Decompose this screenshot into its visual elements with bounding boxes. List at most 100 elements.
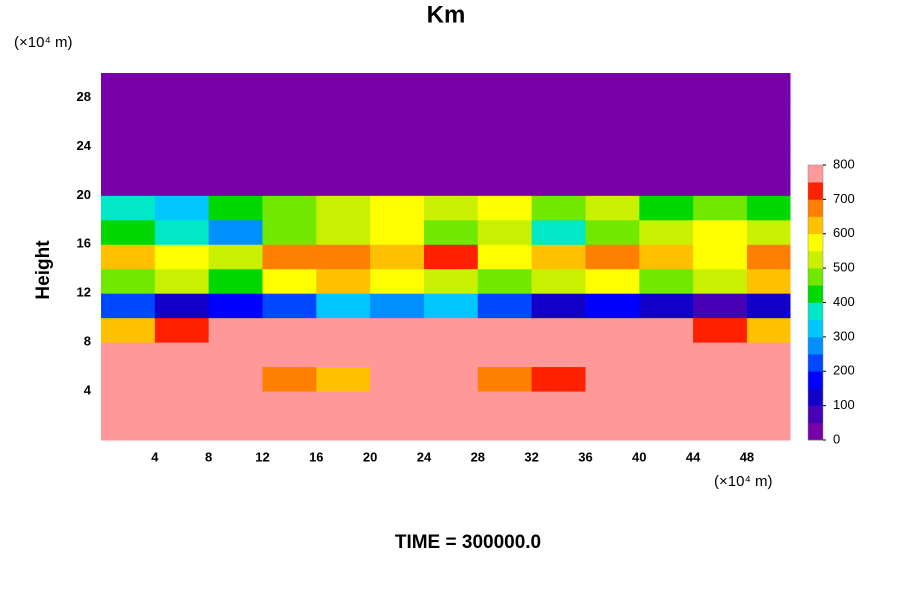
contour-cell	[746, 391, 791, 417]
contour-cell	[477, 268, 533, 294]
contour-cell	[101, 146, 156, 172]
contour-cell	[639, 219, 694, 245]
contour-cell	[693, 366, 748, 392]
x-tick-label: 44	[686, 449, 701, 464]
contour-cell	[585, 366, 640, 392]
colorbar-tick-label: 200	[833, 363, 855, 378]
contour-cell	[531, 317, 586, 343]
contour-cell	[477, 73, 533, 98]
contour-cell	[316, 391, 371, 417]
x-tick-label: 40	[632, 449, 646, 464]
contour-cell	[316, 73, 371, 98]
contour-cell	[316, 195, 371, 221]
contour-cell	[477, 342, 533, 368]
contour-cell	[154, 97, 210, 123]
contour-cell	[639, 342, 694, 368]
contour-cell	[746, 293, 791, 319]
contour-cell	[746, 366, 791, 392]
x-tick-label: 48	[740, 449, 754, 464]
contour-cell	[585, 415, 640, 441]
contour-cell	[423, 219, 479, 245]
contour-cell	[693, 342, 748, 368]
contour-cell	[370, 268, 425, 294]
contour-cell	[370, 391, 425, 417]
y-unit: (×10⁴ m)	[14, 34, 73, 51]
contour-cell	[154, 195, 210, 221]
colorbar-tick-label: 700	[833, 191, 855, 206]
contour-cell	[531, 121, 586, 147]
colorbar-band	[808, 405, 823, 424]
contour-cell	[370, 244, 425, 270]
contour-cell	[639, 268, 694, 294]
contour-cell	[423, 415, 479, 441]
contour-cell	[316, 121, 371, 147]
contour-cell	[101, 73, 156, 98]
contour-cell	[585, 219, 640, 245]
colorbar-tick-label: 0	[833, 431, 840, 446]
colorbar-band	[808, 336, 823, 355]
contour-cell	[423, 317, 479, 343]
contour-cell	[531, 391, 586, 417]
contour-cell	[531, 366, 586, 392]
contour-cell	[262, 293, 317, 319]
contour-cell	[316, 268, 371, 294]
contour-cell	[639, 97, 694, 123]
contour-cell	[746, 342, 791, 368]
contour-cell	[154, 342, 210, 368]
contour-cell	[639, 146, 694, 172]
x-tick-label: 16	[309, 449, 323, 464]
contour-cell	[639, 195, 694, 221]
contour-cell	[639, 391, 694, 417]
contour-cell	[746, 121, 791, 147]
contour-cell	[370, 415, 425, 441]
contour-cell	[208, 97, 263, 123]
contour-cell	[208, 244, 263, 270]
contour-cell	[423, 195, 479, 221]
chart-title: Km	[427, 1, 466, 28]
contour-cell	[101, 170, 156, 196]
contour-cell	[208, 73, 263, 98]
contour-cell	[101, 195, 156, 221]
contour-cell	[477, 97, 533, 123]
contour-cell	[746, 244, 791, 270]
contour-cell	[370, 219, 425, 245]
contour-cell	[316, 366, 371, 392]
colorbar-band	[808, 302, 823, 320]
contour-cell	[531, 268, 586, 294]
contour-cell	[262, 244, 317, 270]
contour-cell	[208, 391, 263, 417]
contour-cell	[639, 415, 694, 441]
contour-cell	[477, 219, 533, 245]
contour-cell	[746, 317, 791, 343]
contour-cell	[423, 121, 479, 147]
contour-cell	[423, 366, 479, 392]
contour-cell	[423, 146, 479, 172]
contour-cell	[477, 195, 533, 221]
contour-cell	[370, 121, 425, 147]
contour-cell	[477, 293, 533, 319]
contour-cell	[154, 391, 210, 417]
contour-cell	[262, 146, 317, 172]
contour-cell	[154, 366, 210, 392]
contour-cell	[585, 170, 640, 196]
colorbar-band	[808, 371, 823, 389]
contour-cell	[693, 97, 748, 123]
contour-cell	[693, 121, 748, 147]
contour-cell	[208, 366, 263, 392]
contour-cell	[316, 317, 371, 343]
contour-cell	[477, 317, 533, 343]
contour-cell	[154, 170, 210, 196]
x-tick-label: 36	[578, 449, 592, 464]
contour-cell	[585, 73, 640, 98]
contour-cell	[746, 415, 791, 441]
contour-cell	[423, 293, 479, 319]
colorbar-band	[808, 319, 823, 338]
contour-cell	[639, 244, 694, 270]
contour-cell	[316, 293, 371, 319]
y-tick-label: 4	[84, 383, 92, 398]
contour-cell	[423, 170, 479, 196]
contour-cell	[531, 170, 586, 196]
contour-cell	[154, 317, 210, 343]
x-tick-label: 4	[151, 449, 159, 464]
